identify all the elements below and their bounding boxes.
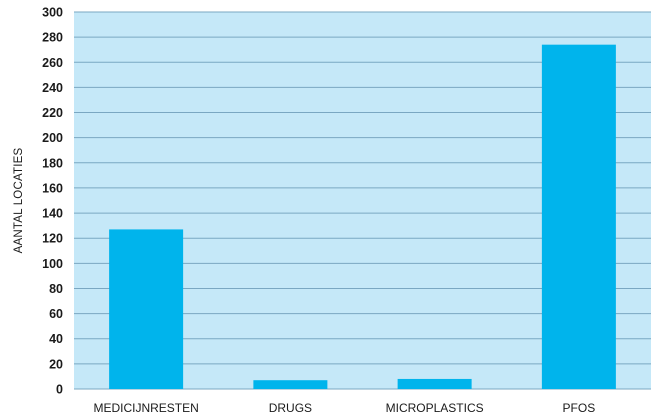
y-tick-label: 260 <box>42 56 63 70</box>
x-category-label: MEDICIJNRESTEN <box>93 401 198 415</box>
y-axis-ticks: 0 20 40 60 80 100 120 140 160 180 200 220 240 260 280 3… <box>42 6 63 397</box>
bars <box>109 44 616 389</box>
y-tick-label: 300 <box>42 6 63 20</box>
y-tick-label: 20 <box>49 357 63 371</box>
y-axis-title: AANTAL LOCATIES <box>13 148 25 254</box>
y-tick-label: 200 <box>42 131 63 145</box>
y-tick-label: 80 <box>49 282 63 296</box>
bar-pfos <box>541 44 616 389</box>
x-category-label: MICROPLASTICS <box>386 401 484 415</box>
bar-drugs <box>253 380 328 389</box>
y-tick-label: 180 <box>42 156 63 170</box>
y-tick-label: 60 <box>49 307 63 321</box>
y-tick-label: 140 <box>42 207 63 221</box>
y-tick-label: 120 <box>42 232 63 246</box>
y-tick-label: 220 <box>42 106 63 120</box>
bar-medicijnresten <box>109 229 184 389</box>
y-tick-label: 40 <box>49 332 63 346</box>
y-tick-label: 280 <box>42 31 63 45</box>
x-axis-categories: MEDICIJNRESTEN DRUGS MICROPLASTICS PFOS <box>93 401 595 415</box>
y-tick-label: 240 <box>42 81 63 95</box>
x-category-label: PFOS <box>563 401 596 415</box>
x-category-label: DRUGS <box>269 401 312 415</box>
y-tick-label: 0 <box>56 383 63 397</box>
y-tick-label: 160 <box>42 181 63 195</box>
y-tick-label: 100 <box>42 257 63 271</box>
bar-microplastics <box>397 378 472 389</box>
